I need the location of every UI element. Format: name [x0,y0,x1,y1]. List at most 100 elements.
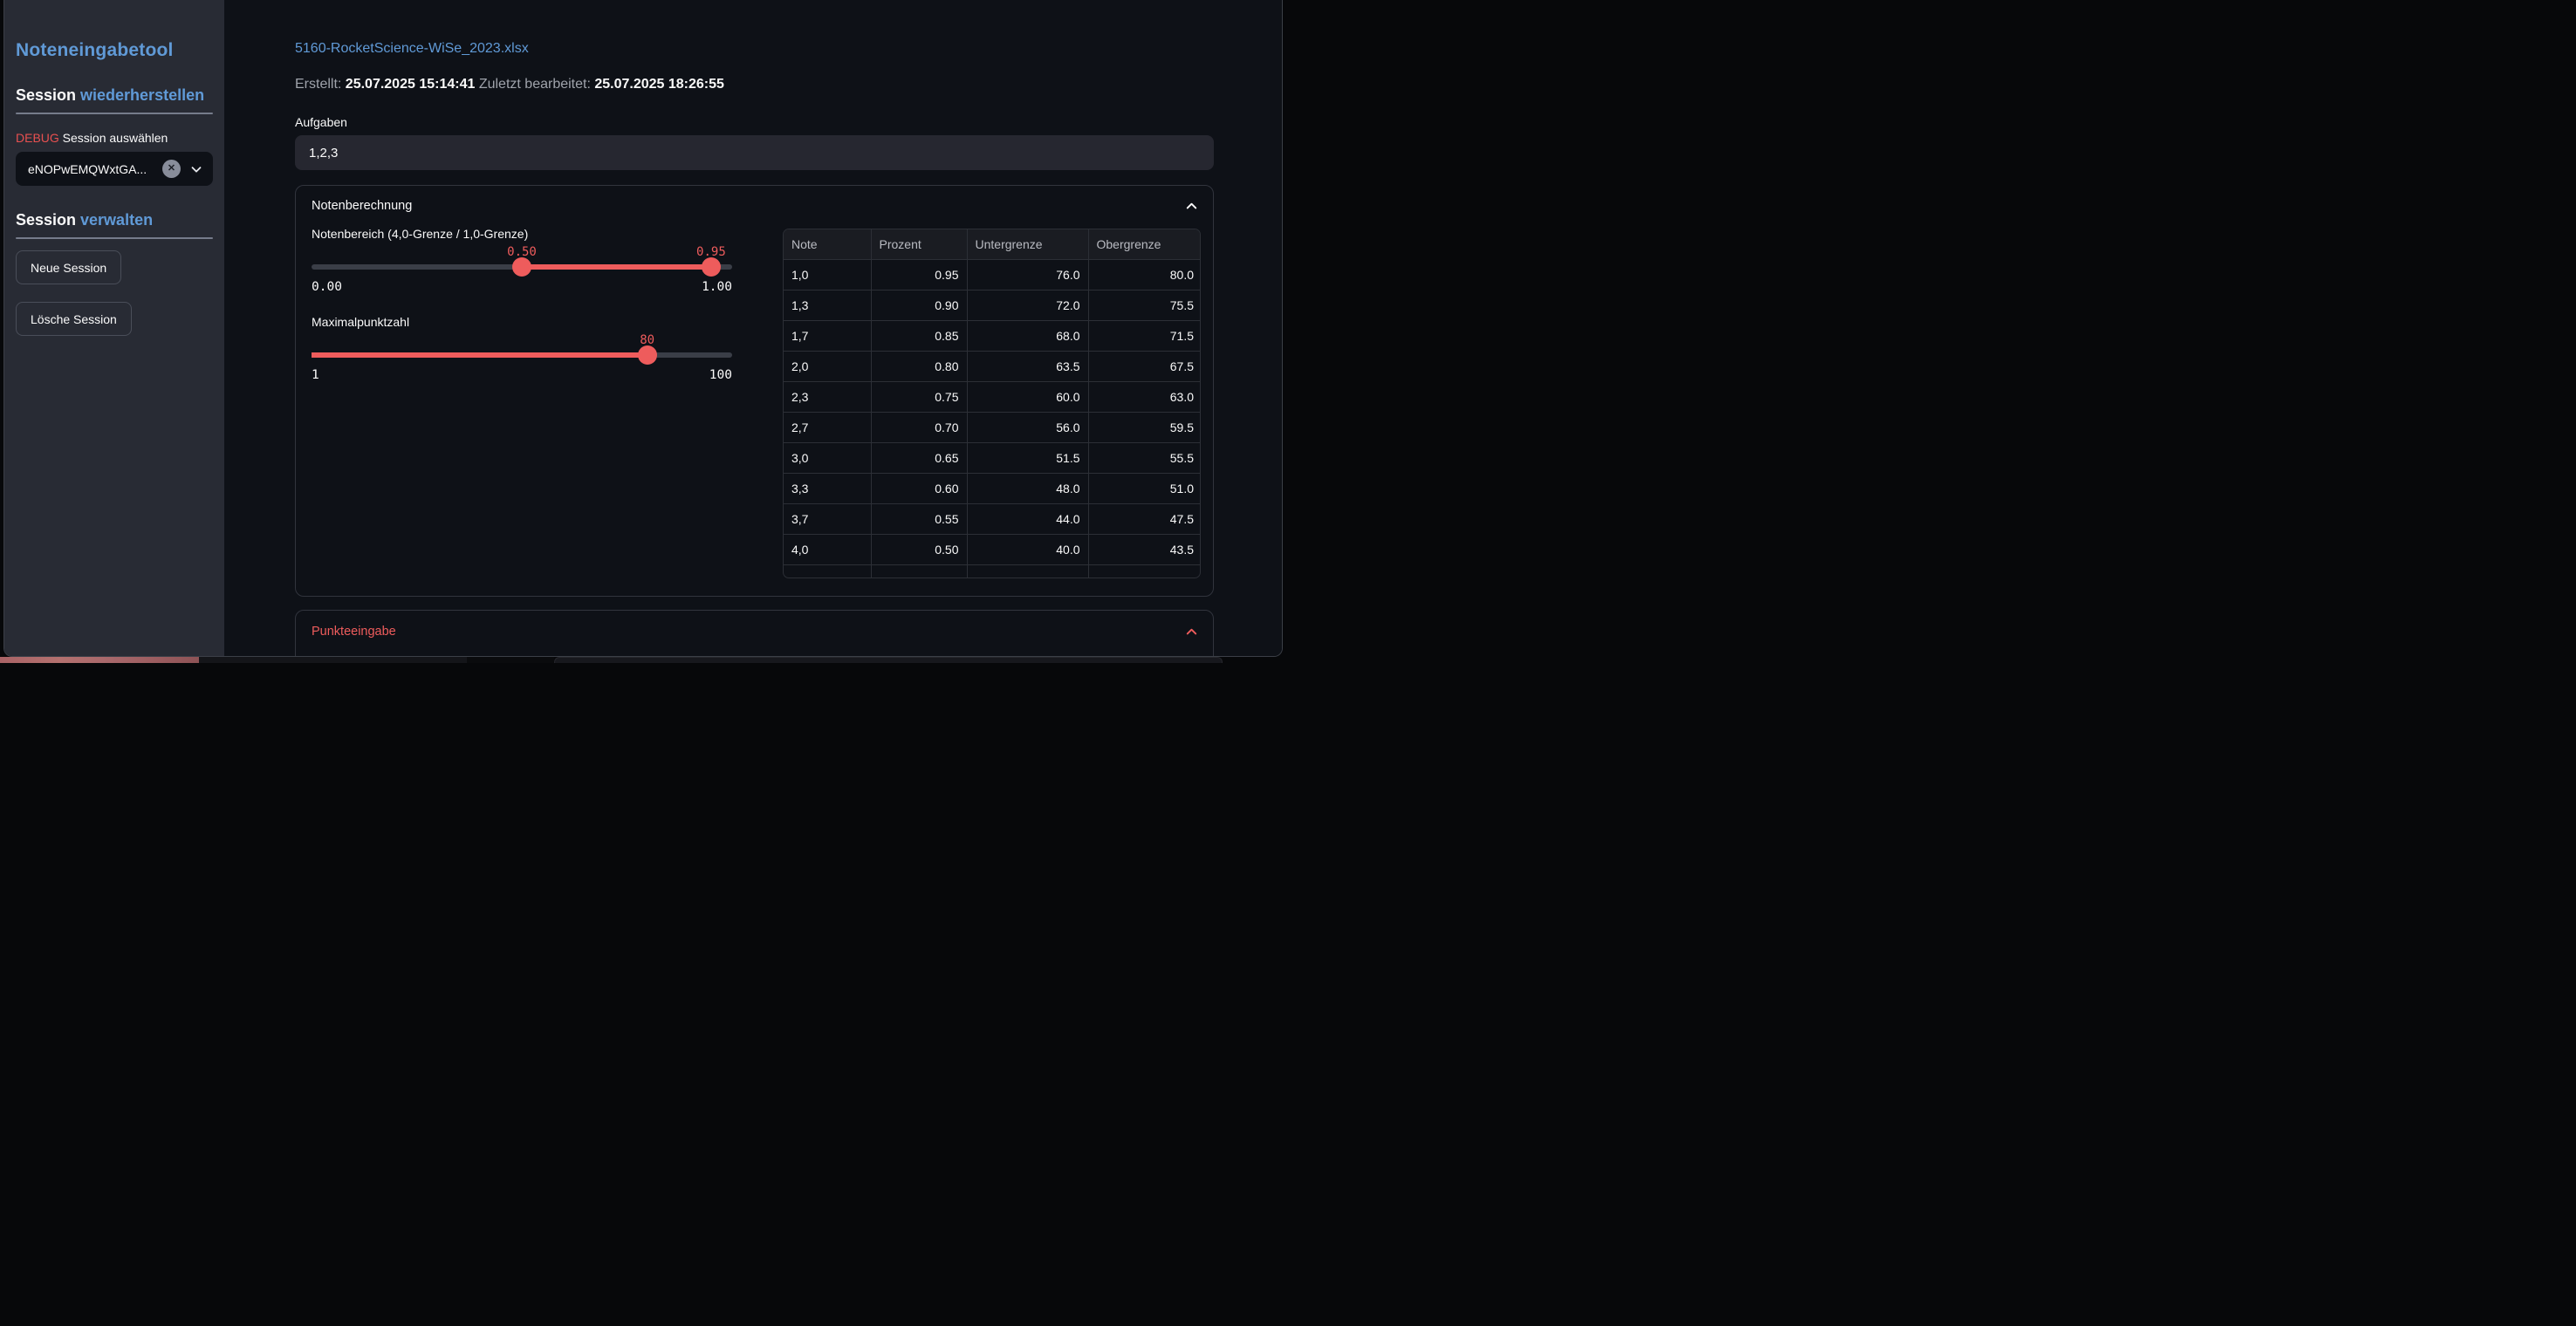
table-column-header[interactable]: Obergrenze [1088,229,1200,260]
table-cell[interactable]: 63.5 [967,351,1089,382]
table-cell[interactable]: 72.0 [967,290,1089,321]
table-cell[interactable]: 0.55 [871,503,968,535]
chevron-up-icon [1186,628,1197,635]
table-cell[interactable]: 2,0 [784,351,872,382]
range-slider-track[interactable] [312,257,732,277]
tasks-input-label: Aufgaben [295,115,347,129]
table-cell[interactable]: 1,0 [784,259,872,290]
table-row: 1,0 0.95 76.0 80.0 [784,259,1200,290]
table-cell[interactable]: 0.65 [871,442,968,474]
below-fold-block [467,657,554,663]
range-min-label: 0.00 [312,280,342,294]
chevron-up-icon [1186,202,1197,209]
points-max-label: 100 [709,368,732,382]
table-cell[interactable]: 60.0 [967,381,1089,413]
table-cell[interactable]: 40.0 [967,534,1089,565]
select-label-text: Session auswählen [58,131,168,145]
table-cell[interactable]: 2,3 [784,381,872,413]
table-empty-cell [1088,564,1200,578]
grade-table[interactable]: Note Prozent Untergrenze Obergrenze 1,0 0.95… [783,229,1201,578]
table-cell[interactable]: 47.5 [1088,503,1200,535]
session-select[interactable]: eNOPwEMQWxtGA... ✕ [16,152,213,186]
range-low-value: 0.50 [507,245,537,259]
table-cell[interactable]: 59.5 [1088,412,1200,443]
clear-selection-icon[interactable]: ✕ [162,160,181,178]
table-column-header[interactable]: Note [784,229,872,260]
modified-value: 25.07.2025 18:26:55 [594,77,724,92]
table-cell[interactable]: 1,3 [784,290,872,321]
table-cell[interactable]: 68.0 [967,320,1089,352]
file-download-link[interactable]: 5160-RocketScience-WiSe_2023.xlsx [295,41,529,56]
table-cell[interactable]: 0.75 [871,381,968,413]
table-row: 3,3 0.60 48.0 51.0 [784,473,1200,504]
table-cell[interactable]: 56.0 [967,412,1089,443]
grade-range-label: Notenbereich (4,0-Grenze / 1,0-Grenze) [312,227,529,241]
table-cell[interactable]: 3,0 [784,442,872,474]
points-slider-fill [312,352,647,358]
chevron-down-icon[interactable] [188,161,204,177]
table-cell[interactable]: 63.0 [1088,381,1200,413]
new-session-button[interactable]: Neue Session [16,250,122,284]
table-row: 2,7 0.70 56.0 59.5 [784,412,1200,443]
table-cell[interactable]: 0.50 [871,534,968,565]
tasks-input[interactable] [295,135,1214,170]
file-meta-line: Erstellt: 25.07.2025 15:14:41 Zuletzt be… [295,76,1214,93]
table-cell[interactable]: 0.70 [871,412,968,443]
table-empty-cell [784,564,872,578]
points-slider-track[interactable] [312,345,732,365]
table-cell[interactable]: 4,0 [784,534,872,565]
divider [16,113,213,114]
delete-session-button[interactable]: Lösche Session [16,302,132,336]
table-cell[interactable]: 1,7 [784,320,872,352]
app-title: Noteneingabetool [16,40,174,60]
range-slider-thumb-high[interactable] [701,257,721,277]
table-cell[interactable]: 0.80 [871,351,968,382]
table-header-row: Note Prozent Untergrenze Obergrenze [784,229,1200,260]
table-cell[interactable]: 0.60 [871,473,968,504]
table-cell[interactable]: 48.0 [967,473,1089,504]
main-area: 5160-RocketScience-WiSe_2023.xlsx Erstel… [224,0,1282,656]
range-high-value: 0.95 [696,245,726,259]
below-fold-toolbar-edge [554,657,1223,663]
table-empty-cell [967,564,1089,578]
table-column-header[interactable]: Untergrenze [967,229,1089,260]
max-points-label: Maximalpunktzahl [312,315,410,329]
table-cell[interactable]: 2,7 [784,412,872,443]
table-column-header[interactable]: Prozent [871,229,968,260]
table-cell[interactable]: 3,3 [784,473,872,504]
table-row: 2,0 0.80 63.5 67.5 [784,351,1200,382]
table-empty-row [784,564,1200,578]
below-fold-strip [0,657,1288,663]
slider-column: Notenbereich (4,0-Grenze / 1,0-Grenze) 0… [312,225,732,578]
modified-label: Zuletzt bearbeitet: [478,77,591,92]
table-cell[interactable]: 76.0 [967,259,1089,290]
table-cell[interactable]: 0.90 [871,290,968,321]
table-cell[interactable]: 0.85 [871,320,968,352]
table-cell[interactable]: 67.5 [1088,351,1200,382]
grade-range-slider: Notenbereich (4,0-Grenze / 1,0-Grenze) 0… [312,225,732,295]
restore-session-heading: Session wiederherstellen [16,86,213,105]
range-slider-thumb-low[interactable] [512,257,531,277]
table-row: 2,3 0.75 60.0 63.0 [784,381,1200,413]
points-min-label: 1 [312,368,319,382]
table-cell[interactable]: 44.0 [967,503,1089,535]
table-cell[interactable]: 75.5 [1088,290,1200,321]
table-cell[interactable]: 0.95 [871,259,968,290]
points-slider-thumb[interactable] [637,345,657,365]
divider [16,237,213,239]
points-entry-expander-header[interactable]: Punkteeingabe [296,611,1213,647]
below-fold-red-blur [0,657,199,663]
table-row: 1,7 0.85 68.0 71.5 [784,320,1200,352]
table-cell[interactable]: 51.5 [967,442,1089,474]
table-cell[interactable]: 51.0 [1088,473,1200,504]
restore-heading-blue: wiederherstellen [80,86,205,104]
created-label: Erstellt: [295,77,342,92]
table-cell[interactable]: 55.5 [1088,442,1200,474]
table-cell[interactable]: 3,7 [784,503,872,535]
table-cell[interactable]: 71.5 [1088,320,1200,352]
grading-expander-header[interactable]: Notenberechnung [296,186,1213,222]
manage-session-heading: Session verwalten [16,211,213,229]
table-cell[interactable]: 80.0 [1088,259,1200,290]
created-value: 25.07.2025 15:14:41 [345,77,476,92]
table-cell[interactable]: 43.5 [1088,534,1200,565]
